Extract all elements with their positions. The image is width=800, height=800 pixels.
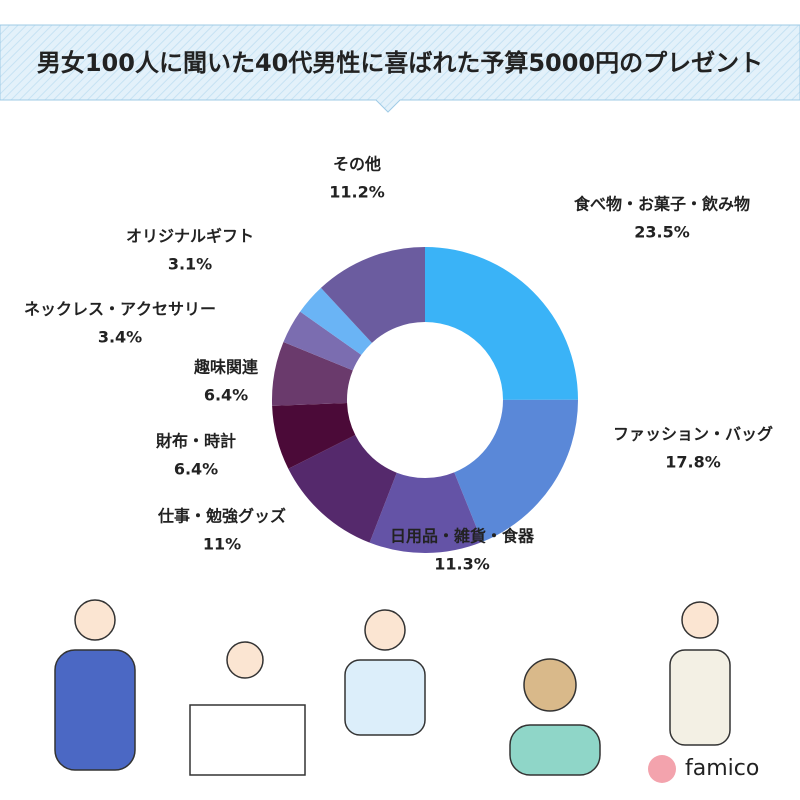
slice <box>369 472 483 553</box>
value-label: 23.5% <box>634 223 690 242</box>
value-label: 6.4% <box>204 386 248 405</box>
slice-label: 仕事・勉強グッズ <box>157 507 286 526</box>
value-label: 6.4% <box>174 460 218 479</box>
slice <box>272 341 353 406</box>
slice <box>454 399 578 542</box>
slice <box>272 402 356 469</box>
slice <box>320 247 425 343</box>
slice <box>283 311 362 371</box>
slice-label: ファッション・バッグ <box>613 425 773 444</box>
slice-label: 趣味関連 <box>193 358 259 377</box>
value-label: 11.3% <box>434 555 490 574</box>
slice-label: 財布・時計 <box>156 432 236 451</box>
title-banner <box>0 24 800 113</box>
slice-label: 日用品・雑貨・食器 <box>390 527 535 546</box>
value-label: 3.4% <box>98 328 142 347</box>
slice <box>425 247 578 400</box>
slice-label: オリジナルギフト <box>126 227 254 246</box>
slice <box>288 435 397 543</box>
illustrations <box>54 599 731 776</box>
slice <box>300 287 372 355</box>
slice-label: その他 <box>333 155 381 174</box>
value-label: 3.1% <box>168 255 212 274</box>
logo-icon <box>648 755 676 783</box>
logo: famico <box>685 756 759 781</box>
slice-label: ネックレス・アクセサリー <box>24 300 216 319</box>
chart-title: 男女100人に聞いた40代男性に喜ばれた予算5000円のプレゼント <box>37 49 763 77</box>
value-label: 17.8% <box>665 453 721 472</box>
value-label: 11.2% <box>329 183 385 202</box>
value-label: 11% <box>203 535 241 554</box>
slice-label: 食べ物・お菓子・飲み物 <box>573 195 750 214</box>
